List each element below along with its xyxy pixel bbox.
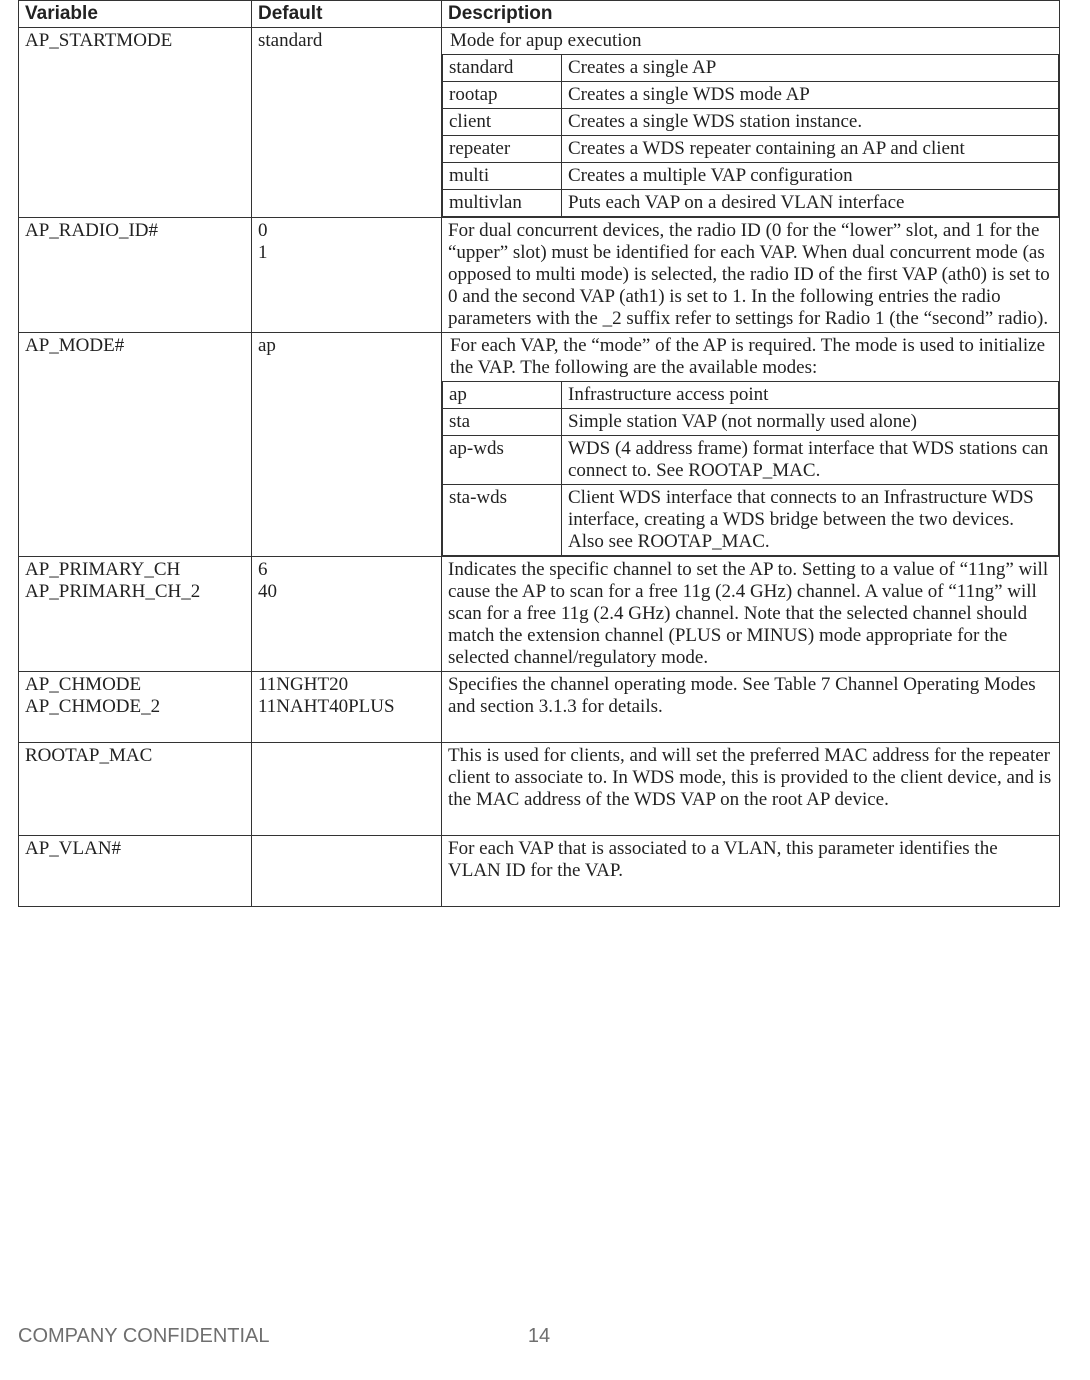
row-ap-startmode: AP_STARTMODE standard Mode for apup exec… [19,28,1060,218]
mode-intro: For each VAP, the “mode” of the AP is re… [448,335,1053,381]
cell-default: standard [252,28,442,218]
opt-desc: WDS (4 address frame) format interface t… [562,436,1059,485]
row-ap-chmode: AP_CHMODE AP_CHMODE_2 11NGHT20 11NAHT40P… [19,672,1060,743]
row-ap-radio-id: AP_RADIO_ID# 0 1 For dual concurrent dev… [19,218,1060,333]
row-ap-primary-ch: AP_PRIMARY_CH AP_PRIMARH_CH_2 6 40 Indic… [19,557,1060,672]
row-ap-vlan: AP_VLAN# For each VAP that is associated… [19,836,1060,907]
opt-desc: Creates a single WDS mode AP [562,82,1059,109]
cell-description: For each VAP, the “mode” of the AP is re… [442,333,1060,557]
cell-default: ap [252,333,442,557]
cell-variable: AP_STARTMODE [19,28,252,218]
opt-desc: Creates a single AP [562,55,1059,82]
cell-default: 11NGHT20 11NAHT40PLUS [252,672,442,743]
opt-desc: Creates a WDS repeater containing an AP … [562,136,1059,163]
opt-desc: Creates a multiple VAP configuration [562,163,1059,190]
opt-key: ap [443,382,562,409]
opt-key: sta [443,409,562,436]
opt-key: sta-wds [443,485,562,556]
opt-desc: Creates a single WDS station instance. [562,109,1059,136]
cell-default: 0 1 [252,218,442,333]
cell-default [252,836,442,907]
cell-description: This is used for clients, and will set t… [442,743,1060,836]
startmode-intro: Mode for apup execution [448,30,1053,54]
opt-key: multi [443,163,562,190]
config-variables-table: Variable Default Description AP_STARTMOD… [18,0,1060,907]
opt-key: ap-wds [443,436,562,485]
cell-description: Specifies the channel operating mode. Se… [442,672,1060,743]
cell-variable: AP_PRIMARY_CH AP_PRIMARH_CH_2 [19,557,252,672]
opt-desc: Simple station VAP (not normally used al… [562,409,1059,436]
table-header-row: Variable Default Description [19,1,1060,28]
opt-desc: Client WDS interface that connects to an… [562,485,1059,556]
opt-key: multivlan [443,190,562,217]
opt-desc: Puts each VAP on a desired VLAN interfac… [562,190,1059,217]
mode-options: apInfrastructure access point staSimple … [442,381,1059,556]
cell-variable: AP_MODE# [19,333,252,557]
opt-key: repeater [443,136,562,163]
cell-variable: ROOTAP_MAC [19,743,252,836]
row-rootap-mac: ROOTAP_MAC This is used for clients, and… [19,743,1060,836]
opt-key: standard [443,55,562,82]
opt-key: rootap [443,82,562,109]
cell-default [252,743,442,836]
cell-description: For each VAP that is associated to a VLA… [442,836,1060,907]
col-default: Default [252,1,442,28]
cell-variable: AP_RADIO_ID# [19,218,252,333]
opt-key: client [443,109,562,136]
row-ap-mode: AP_MODE# ap For each VAP, the “mode” of … [19,333,1060,557]
cell-description: Indicates the specific channel to set th… [442,557,1060,672]
startmode-options: standardCreates a single AP rootapCreate… [442,54,1059,217]
confidential-label: COMPANY CONFIDENTIAL [18,1325,270,1347]
cell-default: 6 40 [252,557,442,672]
cell-description: For dual concurrent devices, the radio I… [442,218,1060,333]
col-variable: Variable [19,1,252,28]
cell-variable: AP_CHMODE AP_CHMODE_2 [19,672,252,743]
cell-variable: AP_VLAN# [19,836,252,907]
cell-description: Mode for apup execution standardCreates … [442,28,1060,218]
opt-desc: Infrastructure access point [562,382,1059,409]
page-number: 14 [528,1325,550,1348]
col-description: Description [442,1,1060,28]
page-footer: COMPANY CONFIDENTIAL 14 [18,1325,1060,1348]
